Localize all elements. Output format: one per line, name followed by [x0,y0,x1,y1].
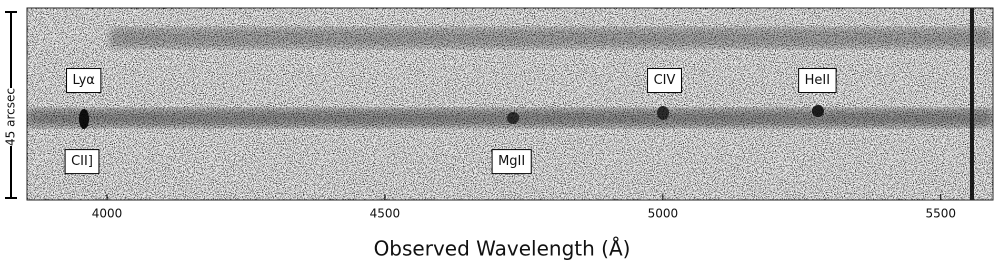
spectrum-image [27,8,993,200]
x-label: Observed Wavelength (Å) [374,237,631,261]
annotation-label: MgII [498,154,525,169]
annotation-label: CII] [71,154,93,169]
annotation-label: CIV [654,73,676,88]
annotation-box [64,149,100,175]
x-tick-label: 4000 [92,207,123,221]
annotation-box [66,68,102,94]
x-tick-label: 4500 [370,207,401,221]
y-label: 45 arcsec [4,88,18,146]
annotation-box [491,149,532,175]
annotation-box [647,68,682,94]
image-frame [26,7,994,201]
annotation-label: HeII [805,73,830,88]
x-tick-label: 5500 [925,207,956,221]
x-tick-label: 5000 [648,207,679,221]
scale-bar: 45 arcsec [4,11,18,199]
annotation-label: Lyα [73,73,95,88]
annotation-box [798,68,837,94]
